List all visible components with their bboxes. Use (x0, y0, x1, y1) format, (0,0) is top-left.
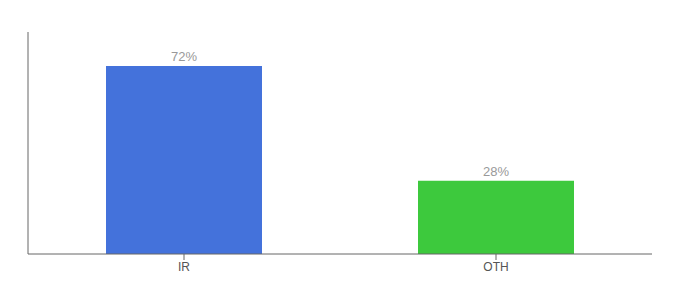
svg-text:OTH: OTH (483, 260, 508, 274)
svg-text:IR: IR (178, 260, 190, 274)
svg-text:72%: 72% (171, 49, 197, 64)
svg-text:28%: 28% (483, 164, 509, 179)
